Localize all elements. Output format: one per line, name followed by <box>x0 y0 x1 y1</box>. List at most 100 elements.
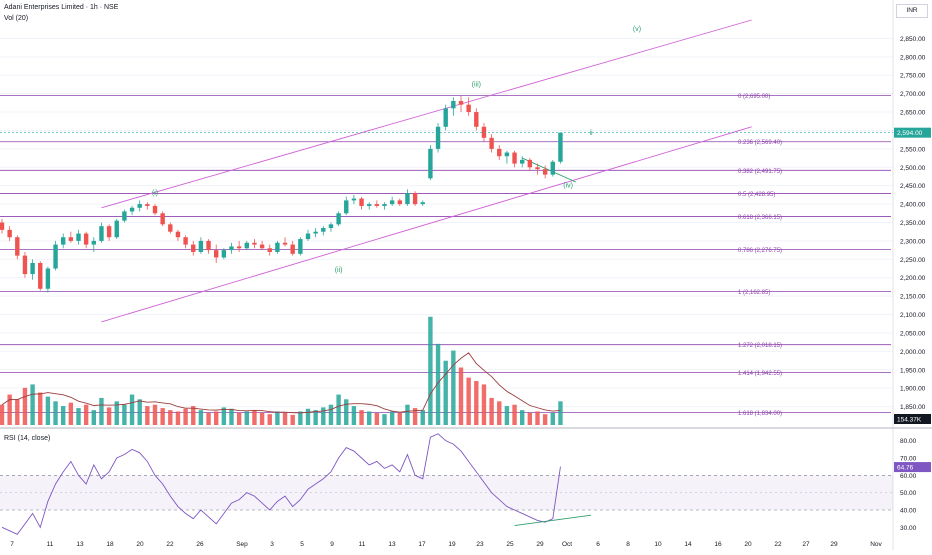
candle-body <box>30 263 35 275</box>
candle-body <box>321 228 326 232</box>
candle-body <box>344 200 349 214</box>
candle-body <box>504 152 510 157</box>
time-tick-label: 5 <box>300 541 304 548</box>
rsi-tick-label: 30.00 <box>900 525 917 532</box>
volume-bar <box>282 412 288 425</box>
last-price-badge <box>894 127 931 138</box>
volume-bar <box>412 408 418 425</box>
price-tick-label: 2,650.00 <box>900 110 926 117</box>
fib-level-label: 0.786 (2,276.75) <box>738 248 782 254</box>
candle-body <box>351 198 357 201</box>
candle-body <box>191 244 196 252</box>
time-tick-label: 22 <box>774 541 782 548</box>
volume-bar <box>344 399 349 425</box>
candle-body <box>114 220 119 238</box>
volume-bar <box>405 404 410 425</box>
rsi-trendline <box>514 514 592 527</box>
candle-body <box>61 237 66 245</box>
volume-bar <box>206 412 211 425</box>
volume-bar <box>305 408 311 425</box>
candle-body <box>550 161 555 175</box>
time-tick-label: 26 <box>196 541 204 548</box>
price-tick-label: 2,400.00 <box>900 202 926 209</box>
candle-body <box>22 255 28 275</box>
volume-bar <box>367 411 372 425</box>
volume-bar <box>397 412 402 425</box>
channel-upper-line <box>101 19 752 209</box>
fib-level-label: 1.272 (2,018.15) <box>738 343 782 349</box>
volume-bar <box>550 412 555 425</box>
candle-body <box>474 112 479 127</box>
volume-bar <box>122 404 127 425</box>
time-tick-label: 14 <box>684 541 692 548</box>
time-tick-label: 20 <box>744 541 752 548</box>
wave-label: (iv) <box>563 183 573 190</box>
price-tick-label: 2,000.00 <box>900 349 926 356</box>
price-tick-label: 2,450.00 <box>900 183 926 190</box>
candle-body <box>382 204 387 206</box>
volume-bar <box>290 414 295 425</box>
time-tick-label: 20 <box>136 541 144 548</box>
candle-body <box>481 126 487 138</box>
volume-bar <box>321 407 326 425</box>
volume-bar <box>275 411 280 425</box>
volume-bar <box>191 406 196 425</box>
volume-bar <box>114 401 119 425</box>
rsi-tick-label: 70.00 <box>900 456 917 463</box>
time-tick-label: 29 <box>536 541 544 548</box>
candle-body <box>520 159 525 164</box>
candle-body <box>328 224 334 229</box>
volume-bar <box>175 411 181 425</box>
candle-body <box>535 167 540 170</box>
fib-level-label: 0.618 (2,366.15) <box>738 215 782 221</box>
candle-body <box>420 202 425 205</box>
time-tick-label: Oct <box>562 541 572 548</box>
time-tick-label: 16 <box>714 541 722 548</box>
volume-bar <box>145 406 150 425</box>
candle-body <box>389 200 395 205</box>
volume-bar <box>68 402 74 425</box>
volume-bar <box>22 387 28 425</box>
time-tick-label: 13 <box>76 541 84 548</box>
chart-title: Adani Enterprises Limited · 1h · NSE <box>4 4 119 11</box>
time-tick-label: 22 <box>166 541 174 548</box>
volume-bar <box>267 414 272 425</box>
volume-bar <box>91 410 96 425</box>
candle-body <box>214 250 219 258</box>
rsi-line <box>1 433 561 535</box>
rsi-last-badge <box>894 462 931 473</box>
rsi-tick-label: 60.00 <box>900 473 917 480</box>
currency-button[interactable]: INR <box>896 4 928 18</box>
volume-bar <box>313 410 318 425</box>
price-tick-label: 2,050.00 <box>900 330 926 337</box>
volume-bar <box>229 408 234 425</box>
channel-lower-line <box>101 126 752 323</box>
candle-body <box>198 240 204 252</box>
candle-body <box>412 193 418 205</box>
last-volume-label: 154.37K <box>897 417 922 424</box>
candle-body <box>282 242 288 245</box>
volume-bar <box>336 394 341 425</box>
time-tick-label: 9 <box>330 541 334 548</box>
time-tick-label: 11 <box>47 541 54 548</box>
candle-body <box>497 148 502 157</box>
volume-bar <box>38 392 43 425</box>
candle-body <box>83 233 89 245</box>
rsi-tick-label: 40.00 <box>900 508 917 515</box>
time-tick-label: 8 <box>626 541 630 548</box>
price-tick-label: 2,350.00 <box>900 220 926 227</box>
wave-label: (v) <box>633 26 641 33</box>
time-tick-label: Nov <box>870 541 882 548</box>
volume-bar <box>106 407 112 425</box>
volume-bar <box>160 408 165 425</box>
candle-body <box>336 213 341 225</box>
candle-body <box>122 211 127 221</box>
candle-body <box>443 108 448 127</box>
volume-bar <box>420 410 425 425</box>
fib-level-label: 1.618 (1,834.00) <box>738 411 782 417</box>
rsi-legend: RSI (14, close) <box>4 435 51 442</box>
candle-body <box>168 224 173 232</box>
volume-bar <box>489 397 494 425</box>
